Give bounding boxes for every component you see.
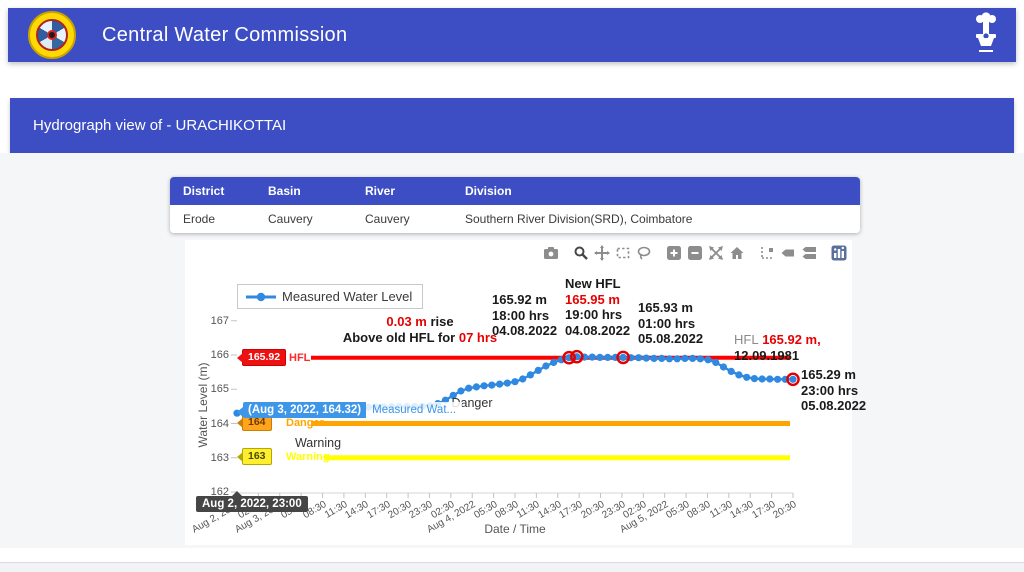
table-header-cell: River: [352, 177, 452, 205]
cwc-logo-icon: [28, 11, 76, 59]
table-header-cell: Division: [452, 177, 860, 205]
annotation-rise: 0.03 m rise Above old HFL for 07 hrs: [342, 314, 498, 345]
download-plot-icon[interactable]: [543, 245, 559, 261]
table-cell: Erode: [170, 205, 255, 233]
hover-tooltip-trace: Measured Wat...: [366, 402, 463, 418]
compare-data-on-hover-icon[interactable]: [801, 245, 817, 261]
app-title: Central Water Commission: [102, 23, 348, 46]
x-axis-hover-tooltip: Aug 2, 2022, 23:00: [196, 491, 308, 512]
hfl-line-label: HFL: [289, 352, 311, 364]
toggle-spike-lines-icon[interactable]: [759, 245, 775, 261]
table-header-row: District Basin River Division: [170, 177, 860, 205]
zoom-in-icon[interactable]: [666, 245, 682, 261]
table-row: Erode Cauvery Cauvery Southern River Divisi…: [170, 205, 860, 233]
table-cell: Cauvery: [352, 205, 452, 233]
highlighted-point: [562, 350, 576, 365]
warning-line-label: Warning: [286, 451, 330, 463]
annotation-last-point: 165.29 m 23:00 hrs 05.08.2022: [801, 367, 867, 413]
table-cell: Southern River Division(SRD), Coimbatore: [452, 205, 860, 233]
y-tick-label: 162: [210, 486, 229, 498]
hover-tooltip: (Aug 3, 2022, 164.32) Measured Wat...: [236, 402, 463, 418]
annotation-peak-01h: 165.93 m 01:00 hrs 05.08.2022: [638, 300, 704, 346]
highlighted-point: [786, 372, 800, 387]
danger-badge: 164: [237, 414, 272, 431]
reset-axes-icon[interactable]: [729, 245, 745, 261]
legend-label: Measured Water Level: [282, 289, 413, 304]
y-tick-label: 163: [210, 451, 229, 464]
annotation-new-hfl: New HFL 165.95 m 19:00 hrs 04.08.2022: [565, 276, 631, 338]
show-closest-on-hover-icon[interactable]: [780, 245, 796, 261]
table-cell: Cauvery: [255, 205, 352, 233]
autoscale-icon[interactable]: [708, 245, 724, 261]
hydrograph-chart[interactable]: Measured Water Level Water Level (m) Dat…: [185, 240, 866, 545]
highlighted-point: [616, 350, 630, 365]
y-tick-label: 166: [210, 349, 229, 361]
table-header-cell: Basin: [255, 177, 352, 205]
plotly-logo-icon[interactable]: [831, 245, 847, 261]
zoom-out-icon[interactable]: [687, 245, 703, 261]
table-header-cell: District: [170, 177, 255, 205]
station-info-table: District Basin River Division Erode Cauvery C…: [170, 177, 860, 233]
box-select-icon[interactable]: [615, 245, 631, 261]
y-tick-label: 165: [210, 383, 229, 396]
page-title: Hydrograph view of - URACHIKOTTAI: [33, 117, 287, 134]
annotation-hfl-record: HFL 165.92 m, 12.09.1981: [734, 332, 821, 363]
hover-tooltip-value: (Aug 3, 2022, 164.32): [243, 402, 367, 418]
y-tick-label: 164: [210, 417, 229, 430]
legend-line-swatch: [246, 292, 276, 301]
annotation-warning-word: Warning: [294, 436, 342, 450]
zoom-icon[interactable]: [573, 245, 589, 261]
danger-line-label: Danger: [286, 417, 324, 429]
y-tick-label: 167: [210, 314, 229, 327]
x-axis-title: Date / Time: [484, 522, 546, 536]
hydrograph-header: Hydrograph view of - URACHIKOTTAI: [10, 98, 1014, 153]
warning-badge: 163: [237, 448, 272, 465]
annotation-peak-18h: 165.92 m 18:00 hrs 04.08.2022: [492, 292, 558, 338]
hfl-badge: 165.92: [236, 349, 287, 366]
plotly-modebar: [538, 245, 847, 261]
india-emblem-icon: [972, 10, 1000, 61]
pan-icon[interactable]: [594, 245, 610, 261]
app-header: Central Water Commission: [8, 8, 1016, 62]
lasso-select-icon[interactable]: [636, 245, 652, 261]
legend-measured-water-level[interactable]: Measured Water Level: [237, 284, 424, 309]
highlighted-point: [569, 349, 584, 364]
bottom-strip: [0, 562, 1024, 572]
